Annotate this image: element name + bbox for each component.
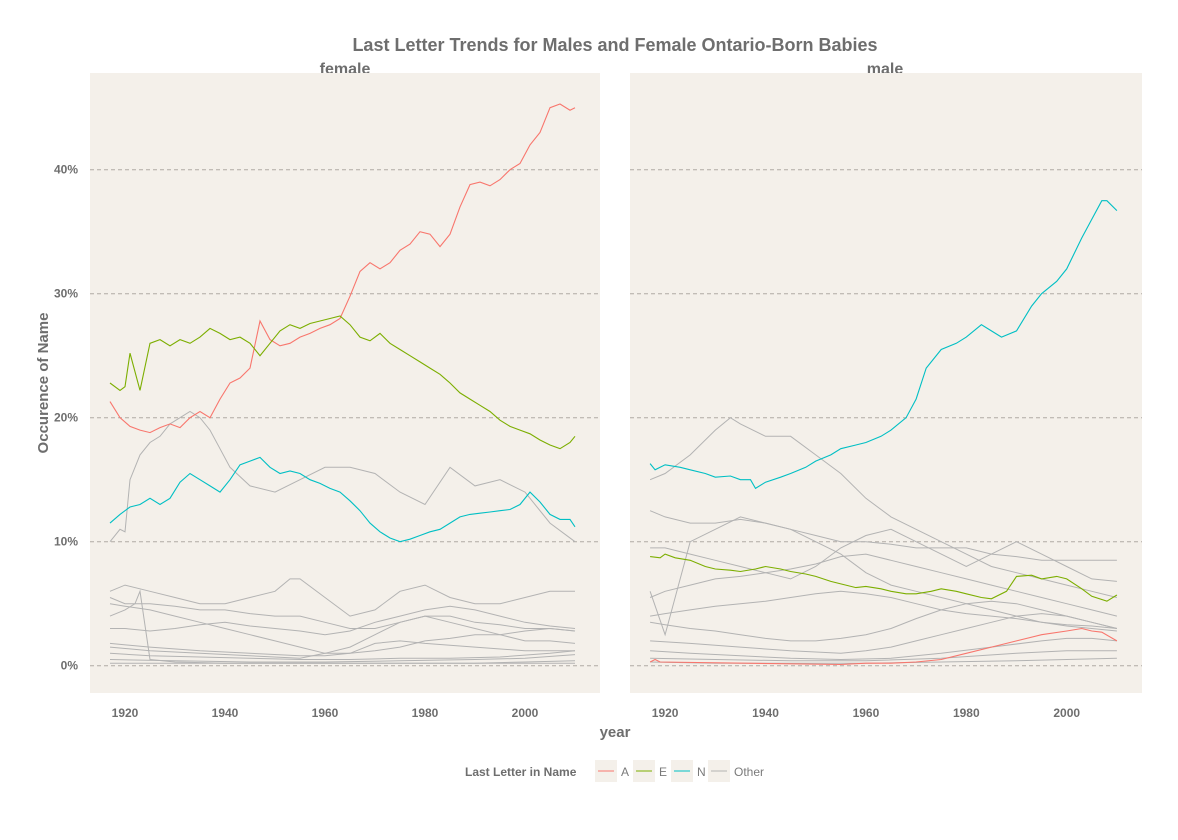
x-tick-label: 1920 [112,706,139,720]
series-line-other [650,650,1117,662]
legend-label-a: A [621,765,629,779]
x-tick-label: 1940 [212,706,239,720]
legend-label-other: Other [734,765,764,779]
series-line-other [649,553,1118,617]
legend-label-e: E [659,765,667,779]
series-line-other [649,510,1117,561]
series-line-other [109,578,575,617]
series-line-a [109,103,576,434]
series-line-other [109,410,576,543]
series-line-n [649,200,1118,490]
series-line-other [650,528,1117,582]
other-lines-female [109,410,576,664]
legend-title: Last Letter in Name [465,765,577,779]
y-tick-label: 0% [61,659,79,673]
series-line-other [650,613,1118,654]
x-axis-title: year [600,724,631,741]
series-line-e [650,553,1118,602]
series-line-other [109,640,575,657]
gridlines-female [90,169,600,667]
series-line-other [109,615,576,659]
x-tick-label: 2000 [512,706,539,720]
series-line-n [109,456,576,543]
x-axis-ticks-male: 1920 1940 1960 1980 2000 [652,706,1081,720]
gridlines-male [630,169,1142,667]
series-line-other [109,654,576,663]
series-line-other [110,605,576,636]
series-line-other [109,597,576,632]
other-lines-male [649,417,1118,664]
x-tick-label: 1960 [312,706,339,720]
series-line-e [109,315,576,450]
x-tick-label: 1980 [412,706,439,720]
x-axis-ticks-female: 1920 1940 1960 1980 2000 [112,706,539,720]
series-line-other [650,637,1117,661]
chart-title: Last Letter Trends for Males and Female … [352,35,877,55]
x-tick-label: 1960 [853,706,880,720]
y-tick-label: 20% [54,411,78,425]
panel-background-male [630,73,1142,693]
legend-label-n: N [697,765,706,779]
x-tick-label: 2000 [1053,706,1080,720]
series-line-other [109,603,576,654]
panel-background-female [90,73,600,693]
y-tick-label: 10% [54,535,78,549]
panel-female: female [90,61,600,693]
x-tick-label: 1980 [953,706,980,720]
y-axis-ticks: 0% 10% 20% 30% 40% [54,163,78,673]
series-line-other [109,650,576,660]
legend: Last Letter in Name A E N Other [465,760,764,782]
series-line-other [110,660,576,664]
series-line-other [650,590,1117,629]
series-line-other [650,600,1118,642]
series-line-a [649,627,1118,666]
y-axis-title: Occurence of Name [35,313,52,454]
y-tick-label: 40% [54,163,78,177]
series-line-other [649,417,1118,598]
panel-male: male [630,61,1142,693]
y-tick-label: 30% [54,287,78,301]
x-tick-label: 1940 [752,706,779,720]
series-lines-male [649,200,1118,666]
x-tick-label: 1920 [652,706,679,720]
series-lines-female [109,103,576,543]
